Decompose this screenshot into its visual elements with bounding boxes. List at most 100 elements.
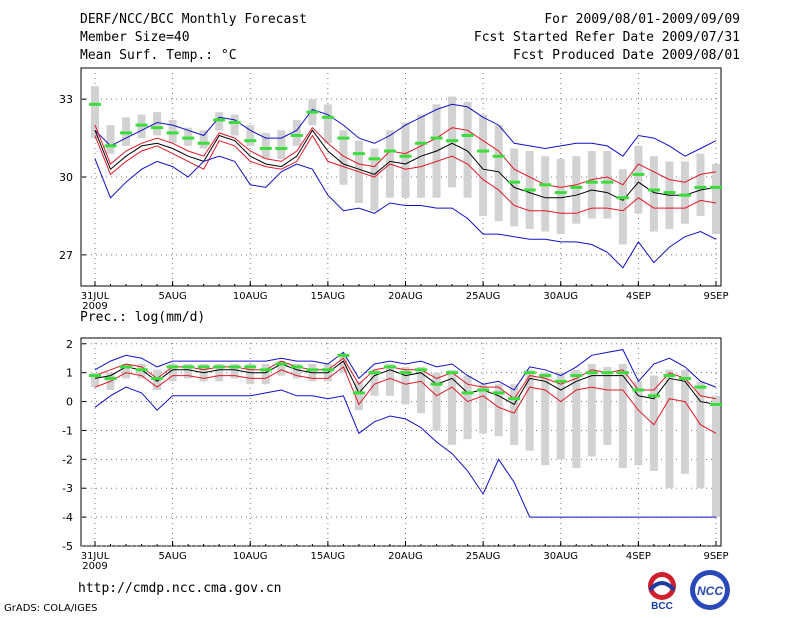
- footer-url[interactable]: http://cmdp.ncc.cma.gov.cn: [78, 581, 282, 596]
- member-range-box: [696, 153, 705, 216]
- member-range-box: [541, 372, 550, 466]
- member-range-box: [696, 381, 705, 489]
- y-tick-label: -4: [62, 511, 73, 524]
- y-tick-label: 27: [59, 249, 73, 262]
- member-range-box: [277, 361, 286, 376]
- member-range-box: [370, 148, 379, 211]
- member-range-box: [323, 104, 332, 144]
- series-line-max: [94, 103, 717, 157]
- y-tick-label: -3: [62, 482, 73, 495]
- member-range-box: [401, 122, 410, 198]
- x-tick-label: 9SEP: [703, 291, 728, 302]
- x-tick-label: 4SEP: [626, 551, 651, 562]
- member-range-box: [153, 112, 162, 136]
- member-range-box: [463, 101, 472, 198]
- member-range-box: [634, 145, 643, 214]
- member-range-box: [649, 156, 658, 232]
- member-range-box: [510, 384, 519, 445]
- series-line-lower: [94, 366, 717, 434]
- member-range-box: [680, 161, 689, 224]
- x-tick-label: 15AUG: [311, 551, 346, 562]
- member-range-box: [541, 156, 550, 232]
- x-tick-label: 20AUG: [388, 551, 423, 562]
- forecast-produced-date: Fcst Produced Date 2009/08/01: [513, 48, 740, 63]
- svg-text:NCC: NCC: [697, 584, 723, 598]
- member-range-box: [184, 364, 193, 379]
- series-line-min: [94, 155, 717, 269]
- member-range-box: [199, 130, 208, 149]
- member-range-box: [339, 130, 348, 185]
- y-tick-label: 0: [66, 396, 73, 409]
- grads-credit: GrADS: COLA/IGES: [4, 603, 98, 614]
- member-range-box: [432, 372, 441, 431]
- member-range-box: [479, 114, 488, 216]
- x-tick-label: 31JUL: [81, 551, 110, 562]
- member-range-box: [277, 130, 286, 159]
- member-range-box: [649, 375, 658, 471]
- x-tick-label: 30AUG: [543, 291, 578, 302]
- series-line-mean: [94, 360, 717, 406]
- member-range-box: [370, 369, 379, 396]
- ncc-logo: NCC: [690, 570, 730, 610]
- member-range-box: [292, 364, 301, 379]
- member-range-box: [572, 369, 581, 468]
- member-range-box: [556, 158, 565, 235]
- member-range-box: [618, 364, 627, 468]
- x-tick-label: 5AUG: [158, 551, 186, 562]
- member-range-box: [680, 369, 689, 474]
- member-range-box: [230, 114, 239, 136]
- y-tick-label: -5: [62, 540, 73, 553]
- member-range-box: [91, 86, 99, 139]
- member-range-box: [168, 364, 177, 382]
- member-range-box: [261, 132, 270, 159]
- x-tick-label: 4SEP: [626, 291, 651, 302]
- member-range-box: [556, 372, 565, 460]
- member-range-box: [339, 355, 348, 373]
- member-range-box: [525, 369, 534, 451]
- x-tick-label: 10AUG: [233, 551, 268, 562]
- member-range-box: [417, 366, 426, 414]
- x-tick-label: 10AUG: [233, 291, 268, 302]
- member-range-box: [587, 151, 596, 219]
- member-range-box: [106, 125, 115, 154]
- series-line-upper: [94, 124, 717, 188]
- forecast-started-date: Fcst Started Refer Date 2009/07/31: [473, 30, 740, 45]
- svg-text:BCC: BCC: [651, 601, 673, 612]
- variable-label: Mean Surf. Temp.: °C: [80, 48, 237, 63]
- y-tick-label: -1: [62, 424, 73, 437]
- member-range-box: [448, 369, 457, 445]
- member-range-box: [494, 384, 503, 437]
- member-range-box: [665, 369, 674, 489]
- member-range-box: [479, 384, 488, 434]
- member-range-box: [603, 151, 612, 219]
- member-range-box: [494, 125, 503, 222]
- member-range-box: [246, 125, 255, 146]
- member-range-box: [261, 364, 270, 385]
- x-tick-label: 25AUG: [466, 551, 501, 562]
- precip-panel-title: Prec.: log(mm/d): [80, 310, 205, 325]
- member-range-box: [230, 364, 239, 379]
- x-tick-label: 15AUG: [311, 291, 346, 302]
- member-range-box: [401, 366, 410, 405]
- member-range-box: [122, 364, 131, 379]
- x-tick-label: 31JUL: [81, 291, 110, 302]
- x-tick-label: 30AUG: [543, 551, 578, 562]
- y-tick-label: 30: [59, 171, 73, 184]
- forecast-period: For 2009/08/01-2009/09/09: [544, 12, 740, 27]
- member-range-box: [572, 156, 581, 224]
- x-tick-label: 5AUG: [158, 291, 186, 302]
- member-range-box: [354, 381, 363, 411]
- series-line-mean: [94, 129, 717, 202]
- y-tick-label: 33: [59, 93, 73, 106]
- member-range-box: [618, 169, 627, 245]
- member-size-label: Member Size=40: [80, 30, 190, 45]
- member-range-box: [91, 372, 99, 388]
- x-tick-label-year: 2009: [82, 301, 107, 312]
- bcc-logo: BCC: [648, 572, 676, 612]
- x-tick-label-year: 2009: [82, 561, 107, 572]
- x-tick-label: 20AUG: [388, 291, 423, 302]
- member-range-box: [712, 395, 720, 518]
- y-tick-label: 2: [66, 338, 73, 351]
- x-tick-label: 9SEP: [703, 551, 728, 562]
